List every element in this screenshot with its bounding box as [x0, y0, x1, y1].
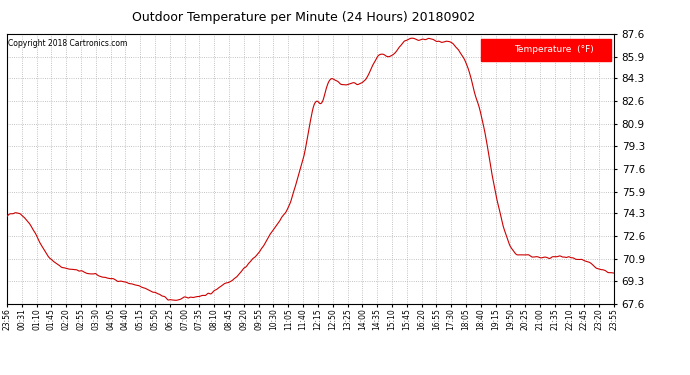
Text: Temperature  (°F): Temperature (°F) [514, 45, 593, 54]
Text: Copyright 2018 Cartronics.com: Copyright 2018 Cartronics.com [8, 39, 128, 48]
Bar [480, 39, 611, 61]
Text: Outdoor Temperature per Minute (24 Hours) 20180902: Outdoor Temperature per Minute (24 Hours… [132, 11, 475, 24]
